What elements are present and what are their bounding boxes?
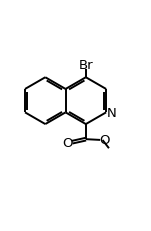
Text: N: N — [107, 106, 117, 119]
Text: Br: Br — [79, 59, 93, 72]
Text: O: O — [100, 133, 110, 146]
Text: O: O — [62, 136, 73, 149]
